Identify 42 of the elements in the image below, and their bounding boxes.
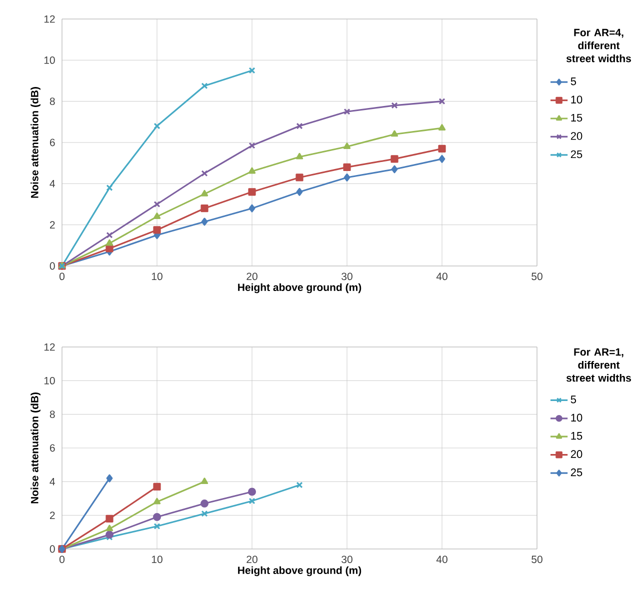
legend-label: 15 xyxy=(571,114,582,122)
y-tick-label: 0 xyxy=(50,545,55,553)
legend-title: For AR=4, different street widths xyxy=(566,28,631,62)
legend-label: 25 xyxy=(570,468,582,476)
legend-label: 5 xyxy=(570,78,576,86)
x-tick-label: 10 xyxy=(152,272,162,280)
x-axis-title: Height above ground (m) xyxy=(238,283,362,294)
y-tick-label: 6 xyxy=(50,138,55,146)
y-axis-title: Noise attenuation (dB) xyxy=(30,392,40,504)
x-tick-label: 50 xyxy=(532,272,542,280)
x-tick-label: 20 xyxy=(246,272,258,280)
x-tick-label: 0 xyxy=(59,272,65,280)
legend-label: 5 xyxy=(570,396,576,404)
y-tick-label: 0 xyxy=(50,262,55,270)
y-tick-label: 8 xyxy=(50,410,55,418)
x-tick-label: 30 xyxy=(342,272,352,280)
legend-label: 20 xyxy=(570,450,582,458)
y-tick-label: 12 xyxy=(44,15,55,23)
x-axis-title: Height above ground (m) xyxy=(238,566,362,576)
y-tick-label: 12 xyxy=(44,343,55,351)
x-tick-label: 30 xyxy=(342,556,352,564)
x-tick-label: 0 xyxy=(59,556,65,564)
y-axis-title: Noise attenuation (dB) xyxy=(30,87,40,198)
legend-label: 15 xyxy=(571,432,582,440)
x-tick-label: 20 xyxy=(246,556,258,564)
y-tick-label: 2 xyxy=(50,512,55,519)
y-tick-label: 8 xyxy=(50,98,55,106)
x-tick-label: 40 xyxy=(436,556,448,564)
y-tick-label: 10 xyxy=(44,376,55,384)
y-tick-label: 10 xyxy=(44,56,55,64)
x-tick-label: 50 xyxy=(532,556,542,564)
legend-label: 25 xyxy=(570,150,582,158)
legend-label: 20 xyxy=(570,132,582,140)
legend-label: 10 xyxy=(571,414,582,422)
legend-label: 10 xyxy=(571,96,582,104)
y-tick-label: 4 xyxy=(50,478,55,486)
x-tick-label: 10 xyxy=(152,556,162,564)
y-tick-label: 6 xyxy=(50,444,55,452)
x-tick-label: 40 xyxy=(436,272,448,280)
y-tick-label: 2 xyxy=(50,221,55,228)
legend-title: For AR=1, different street widths xyxy=(566,348,631,382)
y-tick-label: 4 xyxy=(50,180,55,188)
